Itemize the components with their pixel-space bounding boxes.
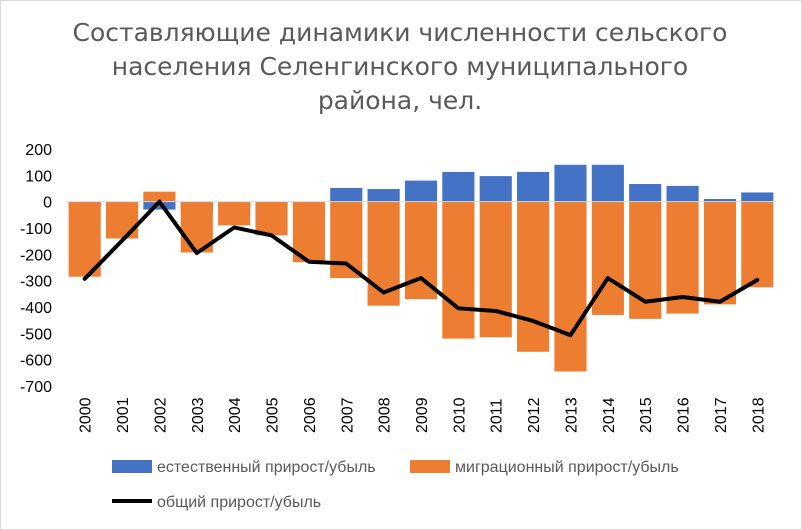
migration-bar-2005 — [255, 201, 288, 236]
natural-bar-2016 — [666, 185, 699, 202]
y-tick-label: -100 — [20, 221, 52, 238]
x-tick-label-2008: 2008 — [377, 397, 394, 433]
y-tick-label: -400 — [20, 300, 52, 317]
legend-label-natural: естественный прирост/убыль — [157, 459, 376, 476]
natural-bar-2002 — [143, 201, 176, 210]
migration-bar-2004 — [218, 201, 251, 226]
y-tick-label: 0 — [43, 195, 52, 212]
x-tick-label-2016: 2016 — [676, 397, 693, 433]
legend-label-total: общий прирост/убыль — [157, 494, 321, 511]
natural-bar-2014 — [591, 164, 624, 202]
migration-bar-2013 — [554, 201, 587, 372]
x-tick-label-2015: 2015 — [638, 397, 655, 433]
x-tick-label-2003: 2003 — [190, 397, 207, 433]
natural-bar-2015 — [629, 184, 662, 202]
y-tick-label: -300 — [20, 274, 52, 291]
x-tick-label-2011: 2011 — [489, 398, 506, 433]
x-tick-label-2010: 2010 — [451, 397, 468, 433]
migration-bar-2017 — [703, 201, 737, 305]
y-tick-label: -600 — [20, 353, 52, 370]
chart-title-line-2: населения Селенгинского муниципального — [111, 52, 689, 81]
total-growth-line — [82, 199, 760, 338]
chart-title: Составляющие динамики численности сельск… — [0, 16, 800, 118]
y-tick-label: -500 — [20, 326, 52, 343]
x-axis-tick-labels: 2000 2001 2002 2003 2004 2005 2006 2007 2008 2009… — [78, 397, 768, 433]
x-tick-label-2006: 2006 — [302, 397, 319, 433]
natural-bar-2010 — [442, 171, 475, 202]
migration-bar-2016 — [666, 201, 699, 314]
migration-bar-2002 — [143, 191, 176, 202]
migration-bar-2018 — [741, 201, 774, 288]
migration-bar-2012 — [517, 201, 550, 352]
x-tick-label-2004: 2004 — [227, 397, 244, 433]
migration-bar-2000 — [68, 201, 101, 277]
migration-bar-2007 — [330, 201, 363, 279]
x-tick-label-2000: 2000 — [78, 397, 95, 433]
natural-bar-2018 — [741, 192, 774, 202]
migration-growth-bars — [68, 191, 774, 372]
x-tick-label-2007: 2007 — [339, 397, 356, 433]
migration-bar-2001 — [105, 201, 139, 239]
x-tick-label-2002: 2002 — [152, 397, 169, 433]
y-tick-label: 100 — [25, 168, 52, 185]
legend-swatch-migration — [410, 460, 450, 473]
migration-bar-2011 — [479, 201, 512, 338]
x-tick-label-2005: 2005 — [265, 397, 282, 433]
x-tick-label-2013: 2013 — [563, 397, 580, 433]
natural-bar-2011 — [479, 176, 512, 202]
y-tick-label: -200 — [20, 247, 52, 264]
natural-bar-2012 — [517, 171, 550, 202]
natural-bar-2013 — [554, 164, 587, 202]
natural-bar-2008 — [367, 189, 400, 202]
natural-bar-2017 — [703, 199, 737, 202]
chart-title-line-3: района, чел. — [317, 86, 483, 115]
x-tick-label-2017: 2017 — [713, 397, 730, 433]
x-tick-label-2014: 2014 — [601, 397, 618, 433]
chart-title-line-1: Составляющие динамики численности сельск… — [72, 18, 728, 47]
migration-bar-2010 — [442, 201, 475, 339]
y-axis-tick-labels: 200 100 0 -100 -200 -300 -400 -500 -600 -700 — [20, 142, 52, 396]
y-tick-label: 200 — [25, 142, 52, 159]
x-tick-label-2001: 2001 — [115, 397, 132, 433]
y-tick-label: -700 — [20, 379, 52, 396]
legend-label-migration: миграционный прирост/убыль — [455, 459, 679, 476]
natural-bar-2007 — [330, 187, 363, 202]
x-tick-label-2018: 2018 — [750, 397, 767, 433]
natural-bar-2009 — [404, 180, 438, 202]
x-tick-label-2012: 2012 — [526, 397, 543, 433]
x-tick-label-2009: 2009 — [414, 397, 431, 433]
legend: естественный прирост/убыль миграционный … — [112, 459, 679, 511]
legend-swatch-natural — [112, 460, 152, 473]
